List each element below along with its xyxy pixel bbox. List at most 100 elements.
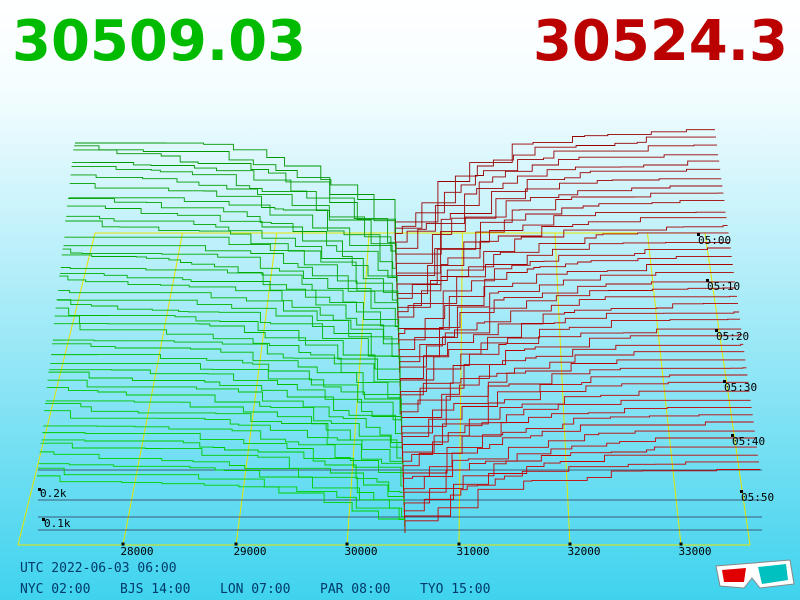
bid-price: 30509.03 xyxy=(12,9,306,74)
time-dot xyxy=(723,380,726,383)
ask-layer xyxy=(398,281,735,366)
ask-layer xyxy=(395,168,721,268)
ask-layer xyxy=(401,374,748,450)
depth-label: 0.2k xyxy=(40,487,67,500)
bid-layer xyxy=(66,215,398,303)
ask-layer xyxy=(395,178,722,275)
bid-layer xyxy=(41,439,405,499)
depth-dot xyxy=(42,518,45,521)
time-label: 05:40 xyxy=(732,435,765,448)
bid-layer xyxy=(59,275,400,359)
ask-layer xyxy=(398,264,733,352)
price-dot xyxy=(121,542,125,546)
bid-layer xyxy=(59,273,400,352)
ask-layer xyxy=(404,461,759,527)
ask-layer xyxy=(402,390,750,464)
time-dot xyxy=(740,490,743,493)
ask-layer xyxy=(402,399,751,471)
bid-layer xyxy=(70,174,397,268)
bid-layer xyxy=(52,339,402,408)
ask-layer xyxy=(403,446,757,513)
ask-layer xyxy=(395,160,720,261)
bid-layer xyxy=(60,267,400,345)
bid-layer xyxy=(67,198,398,289)
ask-layer xyxy=(399,295,737,380)
ask-layer xyxy=(401,381,749,457)
bid-layer xyxy=(45,400,404,464)
ask-layer xyxy=(396,192,724,289)
price-label: 28000 xyxy=(120,545,153,558)
depth-dot xyxy=(38,488,41,491)
bid-layer xyxy=(72,162,397,254)
price-dot xyxy=(568,542,572,546)
bid-layer xyxy=(39,451,405,513)
bid-layer xyxy=(37,475,406,533)
time-dot xyxy=(731,434,734,437)
bid-layer xyxy=(50,363,402,429)
bid-layer xyxy=(52,343,401,415)
ask-layer xyxy=(394,129,715,233)
bid-layer xyxy=(74,145,396,240)
ask-layer xyxy=(398,247,731,338)
time-label: 05:30 xyxy=(724,381,757,394)
bid-layer xyxy=(42,432,405,492)
bid-layer xyxy=(69,183,397,275)
ask-layer xyxy=(401,367,747,443)
bid-layer xyxy=(44,403,404,471)
bid-layer xyxy=(57,299,401,373)
bid-layer xyxy=(37,467,406,527)
utc-clock: UTC 2022-06-03 06:00 xyxy=(20,561,177,576)
bid-layer xyxy=(73,149,396,247)
time-dot xyxy=(697,233,700,236)
bid-layer xyxy=(58,290,400,366)
ask-layer xyxy=(404,454,758,520)
bid-layer xyxy=(65,220,399,310)
price-label: 31000 xyxy=(456,545,489,558)
bid-layer xyxy=(55,307,401,387)
ask-layer xyxy=(401,351,745,429)
price-label: 30000 xyxy=(344,545,377,558)
time-label: 05:00 xyxy=(698,234,731,247)
bid-layer xyxy=(43,425,404,485)
time-dot xyxy=(715,329,718,332)
ask-layer xyxy=(404,469,760,533)
ask-layer xyxy=(394,136,716,240)
price-label: 32000 xyxy=(567,545,600,558)
labels: 28000 29000 30000 31000 32000 33000 0.2k 0.1k 05… xyxy=(38,233,774,558)
bid-layer xyxy=(49,369,403,436)
ask-layer xyxy=(397,225,728,317)
ask-layer xyxy=(396,211,726,303)
ask-layer xyxy=(396,200,725,296)
bid-layer xyxy=(63,245,399,324)
ask-layer xyxy=(399,287,736,373)
bid-layer xyxy=(40,442,405,506)
ask-layer xyxy=(399,311,740,394)
price-dot xyxy=(679,542,683,546)
bid-layer xyxy=(67,205,398,296)
ask-layer xyxy=(397,232,729,324)
bid-layer xyxy=(44,410,404,478)
price-label: 29000 xyxy=(233,545,266,558)
zone-clock: BJS 14:00 xyxy=(120,582,190,597)
bid-layer xyxy=(75,142,396,233)
glasses xyxy=(715,559,795,589)
bid-layer xyxy=(48,371,403,443)
ask-layer xyxy=(399,302,738,387)
zone-clock: LON 07:00 xyxy=(220,582,290,597)
time-label: 05:10 xyxy=(707,280,740,293)
floor-edge xyxy=(17,232,96,546)
time-label: 05:50 xyxy=(741,491,774,504)
ask-layer xyxy=(395,144,718,247)
bid-layer xyxy=(53,323,402,401)
bid-layer xyxy=(56,299,401,380)
bid-layer xyxy=(51,354,402,422)
price-grid xyxy=(647,232,682,546)
bid-layer xyxy=(54,315,401,394)
price-dot xyxy=(457,542,461,546)
zone-clock: NYC 02:00 xyxy=(20,582,90,597)
ask-layer xyxy=(398,255,732,345)
bid-layer xyxy=(62,248,399,331)
bid-layer xyxy=(47,379,403,450)
ask-layer xyxy=(400,334,743,415)
price-dot xyxy=(345,542,349,546)
